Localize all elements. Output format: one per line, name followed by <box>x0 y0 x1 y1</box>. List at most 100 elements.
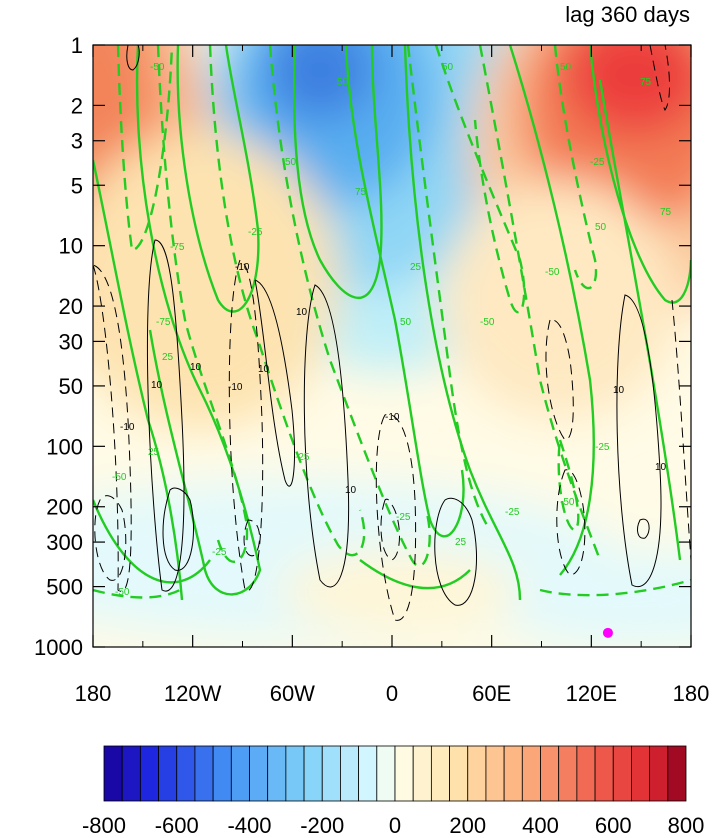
green-contour-label: -25 <box>295 452 310 463</box>
black-contour-label: 10 <box>258 364 270 375</box>
colorbar-box <box>321 745 341 802</box>
green-contour-8 <box>268 45 431 568</box>
green-contour-label: -50 <box>150 62 165 73</box>
green-contour-label: 25 <box>162 352 174 363</box>
black-contour-4 <box>94 495 127 581</box>
green-contour-label: -50 <box>480 317 495 328</box>
black-contour-13 <box>556 469 586 576</box>
green-contour-label: -75 <box>156 317 171 328</box>
y-tick-label: 300 <box>46 530 83 555</box>
x-axis: 180 120W 60W 0 60E 120E 180 <box>75 45 710 706</box>
colorbar-box <box>558 745 578 802</box>
green-contour-21 <box>359 559 471 590</box>
green-contour-15 <box>553 45 598 290</box>
colorbar-box <box>503 745 523 802</box>
black-contour-1 <box>146 239 185 592</box>
colorbar-box <box>649 745 669 802</box>
black-contour-7 <box>243 519 261 557</box>
green-contour-label: 75 <box>660 207 672 218</box>
green-contour-label: -25 <box>248 227 263 238</box>
colorbar-box <box>631 745 651 802</box>
y-tick-label: 10 <box>59 234 83 259</box>
y-tick-label: 20 <box>59 294 83 319</box>
y-tick-label: 50 <box>59 374 83 399</box>
green-contour-label: 25 <box>455 537 467 548</box>
black-contour-6 <box>254 279 295 487</box>
colorbar-tick-label: 0 <box>389 813 401 838</box>
green-contour-label: -50 <box>115 587 130 598</box>
colorbar-box <box>267 745 287 802</box>
colorbar-box <box>285 745 305 802</box>
green-contour-label: -25 <box>212 547 227 558</box>
green-contour-label: -25 <box>505 507 520 518</box>
contour-labels: -50 50 75 -75 -25 25 50 -50 -25 75 50 -5… <box>112 62 672 598</box>
green-contour-10 <box>406 45 491 531</box>
black-contour-17 <box>649 45 671 111</box>
colorbar-tick-label: 600 <box>595 813 632 838</box>
y-tick-label: 5 <box>71 173 83 198</box>
black-contour-label: -10 <box>235 262 250 273</box>
black-contour-3 <box>162 487 195 571</box>
green-contour-19 <box>93 499 211 584</box>
colorbar-box <box>358 745 378 802</box>
colorbar-box <box>594 745 614 802</box>
green-contour-label: 50 <box>285 157 297 168</box>
y-tick-label: 3 <box>71 129 83 154</box>
green-contour-label: -75 <box>170 242 185 253</box>
colorbar-box <box>249 745 269 802</box>
black-contour-label: 10 <box>345 485 357 496</box>
y-tick-label: 100 <box>46 434 83 459</box>
x-tick-label: 180 <box>75 681 112 706</box>
y-tick-label: 500 <box>46 575 83 600</box>
colorbar-box <box>139 745 159 802</box>
colorbar-box <box>394 745 414 802</box>
colorbar-box <box>576 745 596 802</box>
green-contour-22 <box>539 578 691 597</box>
shaded-field <box>93 45 691 647</box>
green-contour-3 <box>135 45 262 596</box>
field-cream-east <box>440 180 680 420</box>
colorbar-tick-label: -600 <box>155 813 199 838</box>
colorbar-box <box>158 745 178 802</box>
black-contour-label: 10 <box>190 362 202 373</box>
green-contour-11 <box>403 45 522 601</box>
chart-title: lag 360 days <box>565 2 690 27</box>
green-contour-label: -25 <box>590 157 605 168</box>
green-contour-label: -50 <box>560 497 575 508</box>
black-contour-label: -10 <box>120 422 135 433</box>
black-contour-label: 10 <box>296 307 308 318</box>
black-contour-9 <box>375 414 417 621</box>
green-contour-1 <box>93 159 184 601</box>
green-contour-label: 50 <box>595 222 607 233</box>
green-contour-2 <box>116 45 174 252</box>
y-tick-label: 1 <box>71 33 83 58</box>
black-contour-10 <box>380 498 400 561</box>
colorbar-tick-label: 400 <box>522 813 559 838</box>
colorbar-box <box>230 745 250 802</box>
colorbar-tick-label: 200 <box>449 813 486 838</box>
colorbar-box <box>430 745 450 802</box>
colorbar-box <box>176 745 196 802</box>
colorbar-tick-label: -200 <box>300 813 344 838</box>
colorbar-box <box>194 745 214 802</box>
field-cream-mid <box>280 550 520 630</box>
green-contour-label: -50 <box>112 472 127 483</box>
y-tick-label: 1000 <box>34 635 83 660</box>
green-contour-4 <box>156 45 249 563</box>
green-contour-label: -25 <box>595 442 610 453</box>
x-tick-label: 180 <box>673 681 710 706</box>
green-contour-label: 50 <box>337 77 349 88</box>
black-contour-label: -10 <box>228 382 243 393</box>
green-contour-label: 50 <box>560 62 572 73</box>
colorbar: -800 -600 -400 -200 0 200 400 600 800 <box>82 745 704 838</box>
green-contour-label: -50 <box>545 267 560 278</box>
black-contour-12 <box>545 319 574 441</box>
black-contour-8 <box>303 284 350 588</box>
colorbar-box <box>212 745 232 802</box>
green-contour-label: 75 <box>355 187 367 198</box>
green-contour-16 <box>588 45 691 304</box>
plot-area: -50 50 75 -75 -25 25 50 -50 -25 75 50 -5… <box>93 45 691 647</box>
x-tick-label: 60W <box>270 681 315 706</box>
green-contour-label: -25 <box>396 512 411 523</box>
